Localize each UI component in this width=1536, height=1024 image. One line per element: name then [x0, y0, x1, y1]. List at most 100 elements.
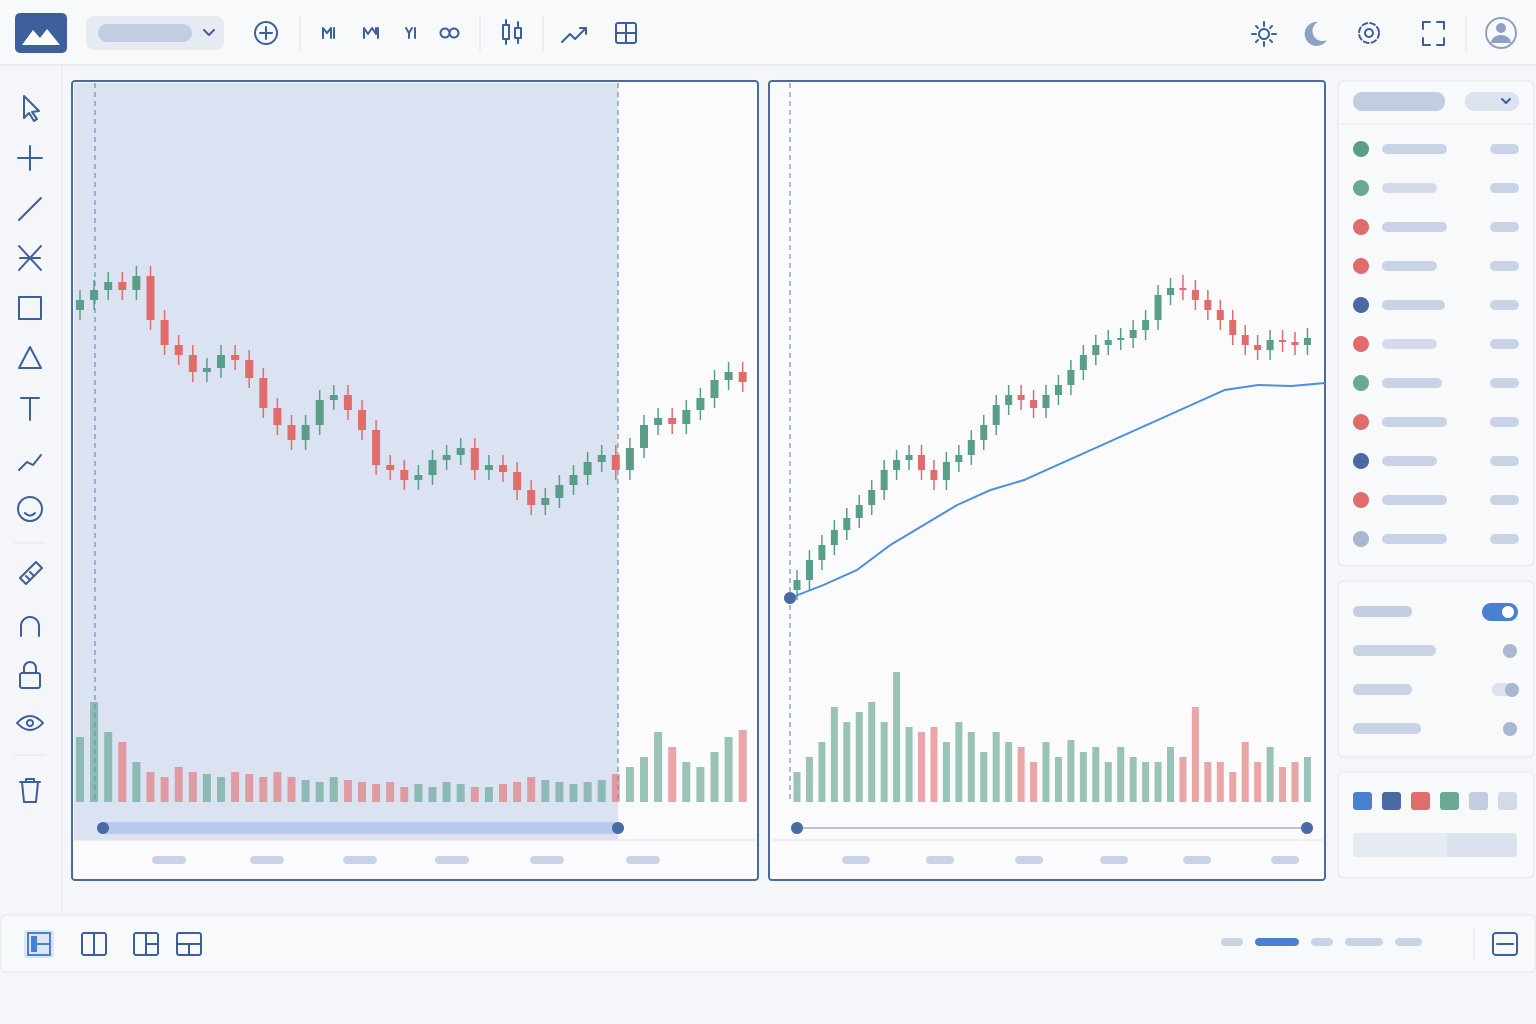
volume-bar	[696, 767, 705, 802]
page-indicator[interactable]	[1221, 938, 1422, 946]
volume-bar	[343, 780, 352, 802]
candle-body	[696, 398, 705, 410]
candle-body	[259, 378, 268, 408]
watchlist-rows[interactable]	[1353, 141, 1519, 547]
volume-bar	[174, 767, 183, 802]
candle-body	[805, 560, 813, 580]
volume-bar	[992, 732, 1000, 802]
volume-bar	[442, 782, 451, 802]
bottom-bar	[0, 914, 1536, 973]
drawing-tools[interactable]	[16, 95, 44, 803]
volume-bar	[513, 782, 522, 802]
candle-body	[1117, 338, 1125, 340]
candle-body	[358, 410, 366, 430]
candle-body	[930, 470, 938, 480]
settings[interactable]	[1358, 22, 1380, 44]
volume-bar	[1129, 757, 1137, 802]
volume-bar	[1229, 772, 1237, 802]
candle-body	[1079, 355, 1087, 370]
color-swatches[interactable]	[1353, 792, 1517, 810]
candle-body	[188, 355, 197, 372]
volume-bar	[1104, 762, 1112, 802]
light-theme[interactable]	[1251, 21, 1277, 47]
candle-body	[1241, 335, 1249, 345]
volume-bar	[1179, 757, 1187, 802]
volume-bar	[315, 782, 324, 802]
collapse-panel[interactable]	[1492, 932, 1518, 956]
candle-body	[217, 355, 225, 368]
volume-bar	[640, 757, 648, 802]
candle-body	[1154, 295, 1162, 320]
candle-body	[980, 425, 988, 440]
volume-bar	[1092, 747, 1100, 802]
slider-handle[interactable]	[612, 822, 624, 834]
timeframe-icons[interactable]	[322, 27, 460, 39]
settings-card	[1337, 580, 1535, 758]
layout-button[interactable]	[615, 22, 637, 44]
volume-bar	[830, 707, 838, 802]
volume-bar	[625, 767, 634, 802]
volume-bar	[188, 772, 197, 802]
volume-bar	[738, 730, 747, 802]
volume-bar	[1191, 707, 1199, 802]
opacity-slider[interactable]	[1353, 833, 1517, 857]
candle-body	[1092, 345, 1100, 355]
candle-body	[830, 530, 838, 545]
volume-bar	[1254, 762, 1262, 802]
toggles[interactable]	[1353, 603, 1519, 736]
candle-type[interactable]	[502, 19, 522, 45]
add-button[interactable]	[254, 21, 278, 45]
candle-body	[315, 400, 324, 425]
fullscreen[interactable]	[1422, 21, 1445, 46]
volume-bar	[231, 772, 240, 802]
candle-body	[1142, 320, 1150, 330]
slider-handle[interactable]	[791, 822, 803, 834]
candle-body	[738, 372, 747, 382]
candle-body	[442, 455, 451, 460]
slider-handle[interactable]	[1301, 822, 1313, 834]
candle-body	[710, 380, 719, 398]
candle-body	[1279, 340, 1287, 342]
volume-bar	[470, 787, 479, 802]
avatar[interactable]	[1485, 17, 1517, 49]
logo[interactable]	[15, 13, 67, 53]
volume-bar	[724, 737, 733, 802]
candle-body	[893, 460, 901, 470]
candle-body	[793, 580, 801, 590]
volume-bar	[668, 747, 677, 802]
indicators[interactable]	[561, 27, 587, 43]
layout-buttons[interactable]	[24, 930, 202, 958]
volume-bar	[527, 777, 536, 802]
candle-body	[343, 395, 352, 410]
volume-bar	[414, 784, 423, 802]
watchlist-select[interactable]	[1465, 92, 1519, 111]
chart-marks	[76, 266, 1326, 802]
volume-bar	[893, 672, 901, 802]
volume-bar	[555, 782, 564, 802]
candle-body	[1167, 288, 1174, 295]
volume-bar	[499, 784, 507, 802]
candle-body	[880, 470, 888, 490]
volume-bar	[90, 702, 99, 802]
slider-handle[interactable]	[97, 822, 109, 834]
volume-bar	[456, 784, 465, 802]
candle-body	[668, 418, 677, 424]
volume-bar	[905, 727, 913, 802]
volume-bar	[245, 774, 254, 802]
time-axis	[152, 856, 660, 864]
candle-body	[967, 440, 975, 455]
volume-bar	[1279, 767, 1287, 802]
volume-bar	[259, 777, 268, 802]
candle-body	[654, 418, 663, 425]
dark-theme[interactable]	[1304, 21, 1327, 46]
volume-bar	[611, 774, 620, 802]
candle-body	[918, 455, 925, 470]
range-slider[interactable]	[103, 822, 618, 834]
symbol-select[interactable]	[86, 16, 224, 50]
candle-body	[104, 282, 113, 290]
volume-bar	[710, 752, 719, 802]
candle-body	[174, 345, 183, 355]
volume-bar	[1079, 752, 1087, 802]
volume-bar	[484, 787, 493, 802]
